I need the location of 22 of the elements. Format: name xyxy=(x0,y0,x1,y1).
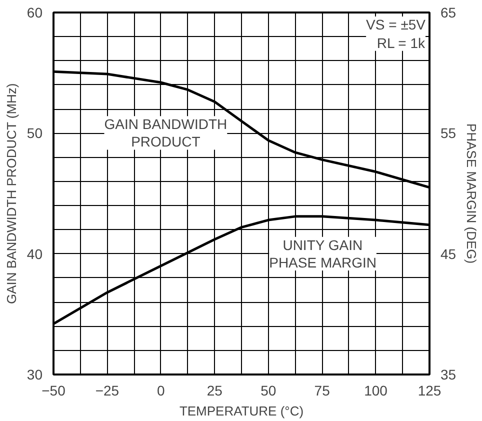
annotation: VS = ±5V RL = 1k xyxy=(366,16,426,51)
y2-tick-label: 65 xyxy=(440,4,456,20)
y2-axis-title: PHASE MARGIN (DEG) xyxy=(464,123,480,264)
y-tick-label: 50 xyxy=(26,125,43,142)
y-tick-label: 30 xyxy=(26,366,43,382)
x-tick-label: 100 xyxy=(364,382,388,398)
x-tick-label: 75 xyxy=(314,382,330,398)
x-tick-label: 0 xyxy=(157,382,166,398)
annotation: UNITY GAIN PHASE MARGIN xyxy=(269,236,376,271)
x-axis-title: TEMPERATURE (°C) xyxy=(179,404,304,418)
y-axis-title: GAIN BANDWIDTH PRODUCT (MHz) xyxy=(4,83,19,304)
annotation: GAIN BANDWIDTH PRODUCT xyxy=(104,116,228,150)
x-tick-label: 50 xyxy=(260,382,276,398)
y-tick-label: 40 xyxy=(26,246,43,262)
x-tick-label: 125 xyxy=(418,382,442,398)
x-tick-label: −50 xyxy=(42,382,66,398)
y2-tick-label: 45 xyxy=(440,246,456,262)
y-tick-label: 60 xyxy=(26,4,43,20)
y2-tick-label: 55 xyxy=(440,125,456,142)
x-tick-label: −25 xyxy=(95,382,120,398)
y2-tick-label: 35 xyxy=(440,366,456,382)
x-tick-label: 25 xyxy=(206,382,223,398)
